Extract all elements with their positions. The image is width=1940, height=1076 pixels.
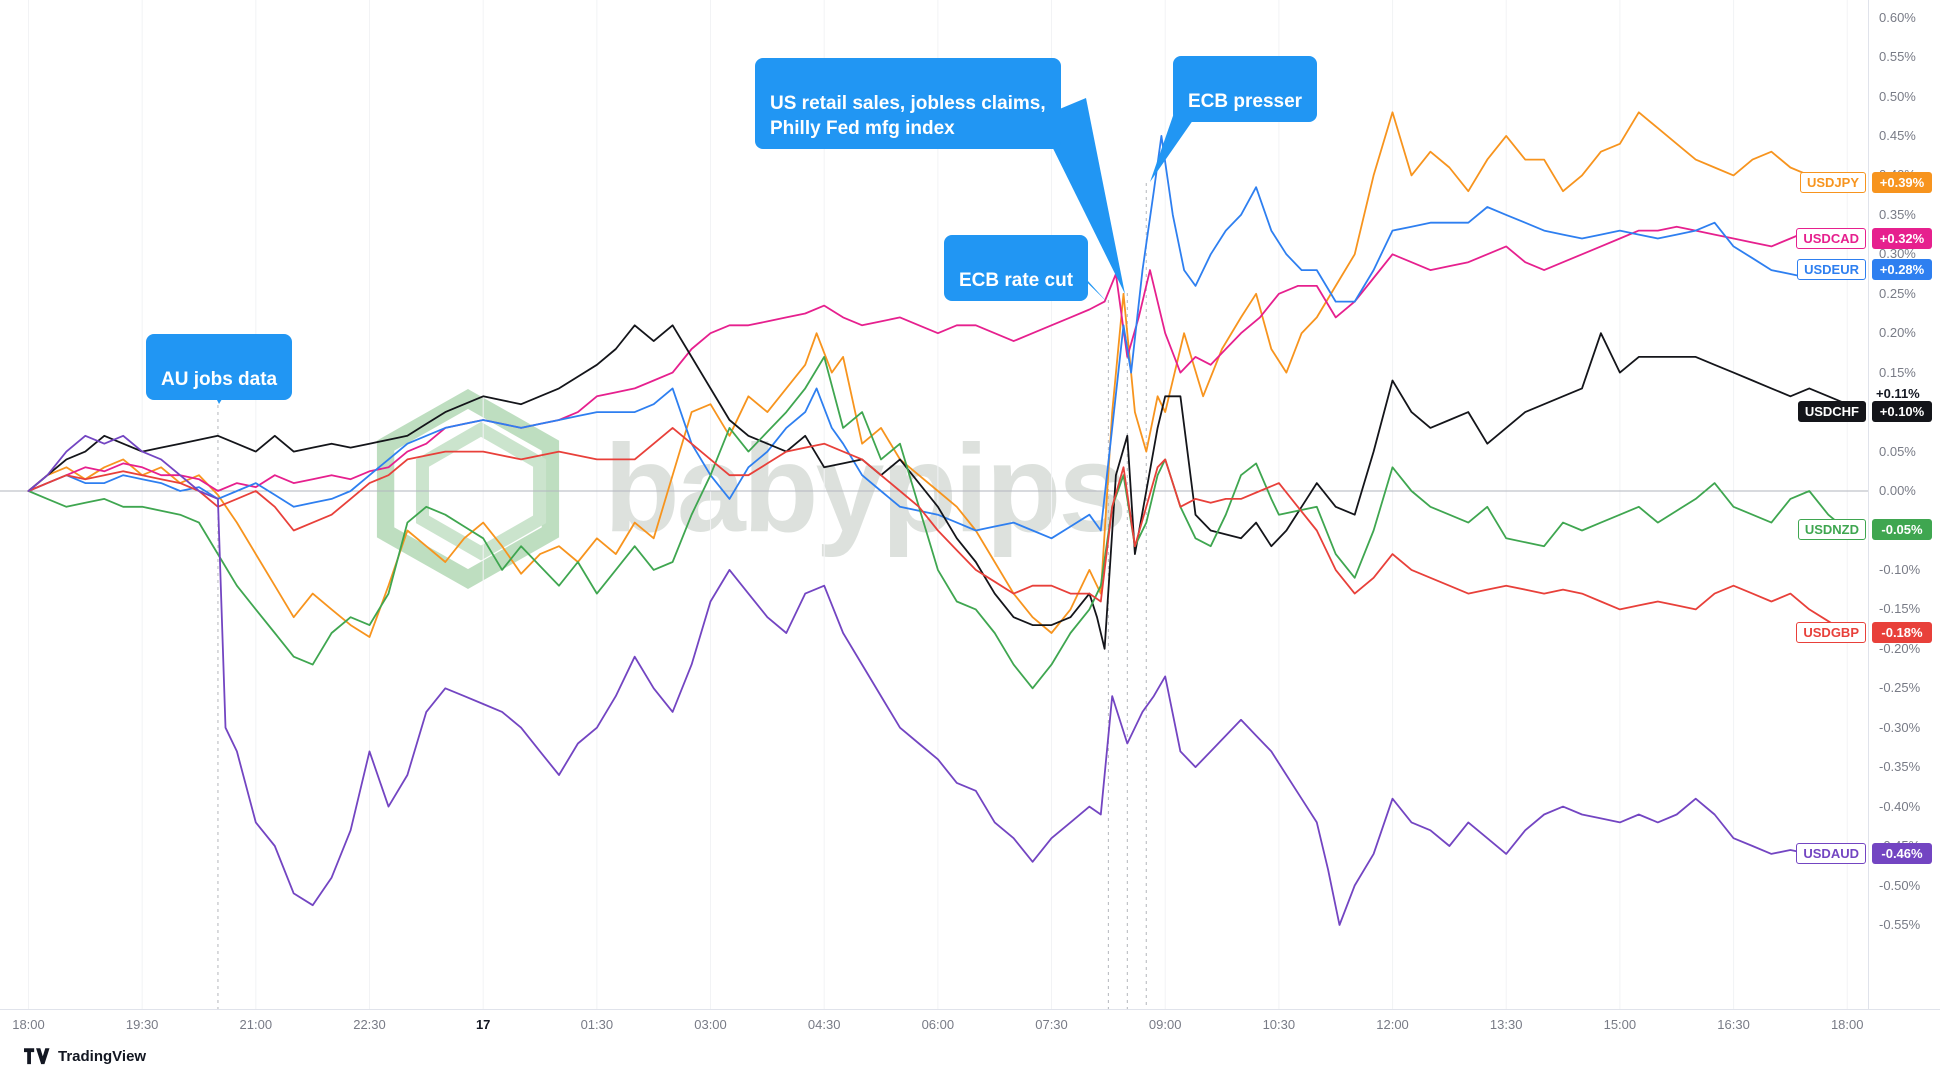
y-axis-tick-label: -0.30% xyxy=(1879,719,1921,735)
y-axis-tick-label: 0.35% xyxy=(1879,206,1916,222)
series-line-usdcad[interactable] xyxy=(27,225,1849,492)
y-axis-tick-label: 0.55% xyxy=(1879,49,1916,65)
x-axis-time-scale[interactable]: 18:00 19:30 21:00 22:30 17 01:30 03:00 04:30 06:… xyxy=(0,1009,1940,1041)
x-axis-tick-label: 10:30 xyxy=(1262,1017,1296,1032)
y-axis-tick-label: 0.25% xyxy=(1879,285,1916,301)
x-axis-tick-label: 21:00 xyxy=(239,1017,273,1032)
y-axis-tick-label: 0.50% xyxy=(1879,88,1916,104)
y-axis-tick-label: -0.20% xyxy=(1879,640,1921,656)
y-axis-tick-label: 0.15% xyxy=(1879,364,1916,380)
series-line-usdnzd[interactable] xyxy=(27,355,1849,690)
callout-us-retail-sales-text: US retail sales, jobless claims, Philly … xyxy=(770,93,1046,139)
y-axis-tick-label: -0.40% xyxy=(1879,798,1921,814)
y-axis-tick-label: 0.00% xyxy=(1879,483,1916,498)
y-axis-tick-label: -0.50% xyxy=(1879,877,1921,893)
y-axis-tick-label: -0.55% xyxy=(1879,916,1921,932)
series-line-usdeur[interactable] xyxy=(27,134,1849,540)
x-axis-tick-label: 06:00 xyxy=(921,1017,955,1032)
x-axis-tick-label: 17 xyxy=(475,1017,491,1032)
x-axis-tick-label: 07:30 xyxy=(1035,1017,1068,1032)
tradingview-logo-icon xyxy=(24,1048,50,1065)
x-axis-tick-label: 03:00 xyxy=(694,1017,727,1032)
y-axis-price-scale[interactable]: 0.60% 0.55% 0.50% 0.45% 0.40% 0.35% 0.30% 0.25%… xyxy=(1868,0,1940,1009)
y-axis-tick-label: -0.10% xyxy=(1879,561,1921,577)
series-line-usdaud[interactable] xyxy=(27,434,1849,926)
y-axis-tick-label: 0.10% xyxy=(1879,404,1916,420)
tradingview-attribution-text: TradingView xyxy=(58,1048,147,1065)
x-axis-tick-label: 18:00 xyxy=(12,1017,45,1032)
callout-ecb-rate-cut-text: ECB rate cut xyxy=(959,270,1074,291)
y-axis-tick-label: -0.05% xyxy=(1879,522,1921,538)
y-axis-tick-label: 0.20% xyxy=(1879,325,1916,341)
series-line-usdjpy[interactable] xyxy=(27,111,1849,638)
callout-us-retail-sales[interactable]: US retail sales, jobless claims, Philly … xyxy=(755,58,1061,149)
x-axis-tick-label: 04:30 xyxy=(807,1017,841,1032)
x-axis-tick-label: 16:30 xyxy=(1717,1017,1750,1032)
x-axis-tick-label: 01:30 xyxy=(580,1017,614,1032)
y-axis-tick-label: 0.60% xyxy=(1879,9,1916,25)
x-axis-tick-label: 15:00 xyxy=(1603,1017,1637,1032)
callout-au-jobs-data-text: AU jobs data xyxy=(161,369,278,390)
callout-ecb-presser-text: ECB presser xyxy=(1188,91,1303,112)
y-axis-tick-label: -0.25% xyxy=(1879,680,1921,696)
y-axis-tick-label: 0.05% xyxy=(1879,443,1916,459)
y-axis-tick-label: 0.45% xyxy=(1879,127,1916,143)
y-axis-tick-label: -0.45% xyxy=(1879,838,1921,854)
y-axis-tick-label: -0.15% xyxy=(1879,601,1921,617)
y-axis-tick-label: 0.30% xyxy=(1879,246,1916,262)
y-axis-tick-label: -0.35% xyxy=(1879,759,1921,775)
x-axis-tick-label: 22:30 xyxy=(353,1017,386,1032)
x-axis-tick-label: 18:00 xyxy=(1830,1017,1864,1032)
series-line-usdchf[interactable] xyxy=(27,324,1849,650)
x-axis-tick-label: 19:30 xyxy=(125,1017,159,1032)
callout-ecb-presser[interactable]: ECB presser xyxy=(1173,56,1318,122)
callout-ecb-rate-cut[interactable]: ECB rate cut xyxy=(944,235,1089,301)
x-axis-tick-label: 13:30 xyxy=(1489,1017,1523,1032)
y-axis-tick-label: 0.40% xyxy=(1879,167,1916,183)
callout-tail-us_data xyxy=(1038,98,1125,294)
series-line-usdgbp[interactable] xyxy=(27,426,1849,634)
x-axis-tick-label: 09:00 xyxy=(1148,1017,1182,1032)
x-axis-tick-label: 12:00 xyxy=(1376,1017,1409,1032)
tradingview-attribution[interactable]: TradingView xyxy=(24,1048,146,1065)
callout-au-jobs-data[interactable]: AU jobs data xyxy=(146,334,293,400)
